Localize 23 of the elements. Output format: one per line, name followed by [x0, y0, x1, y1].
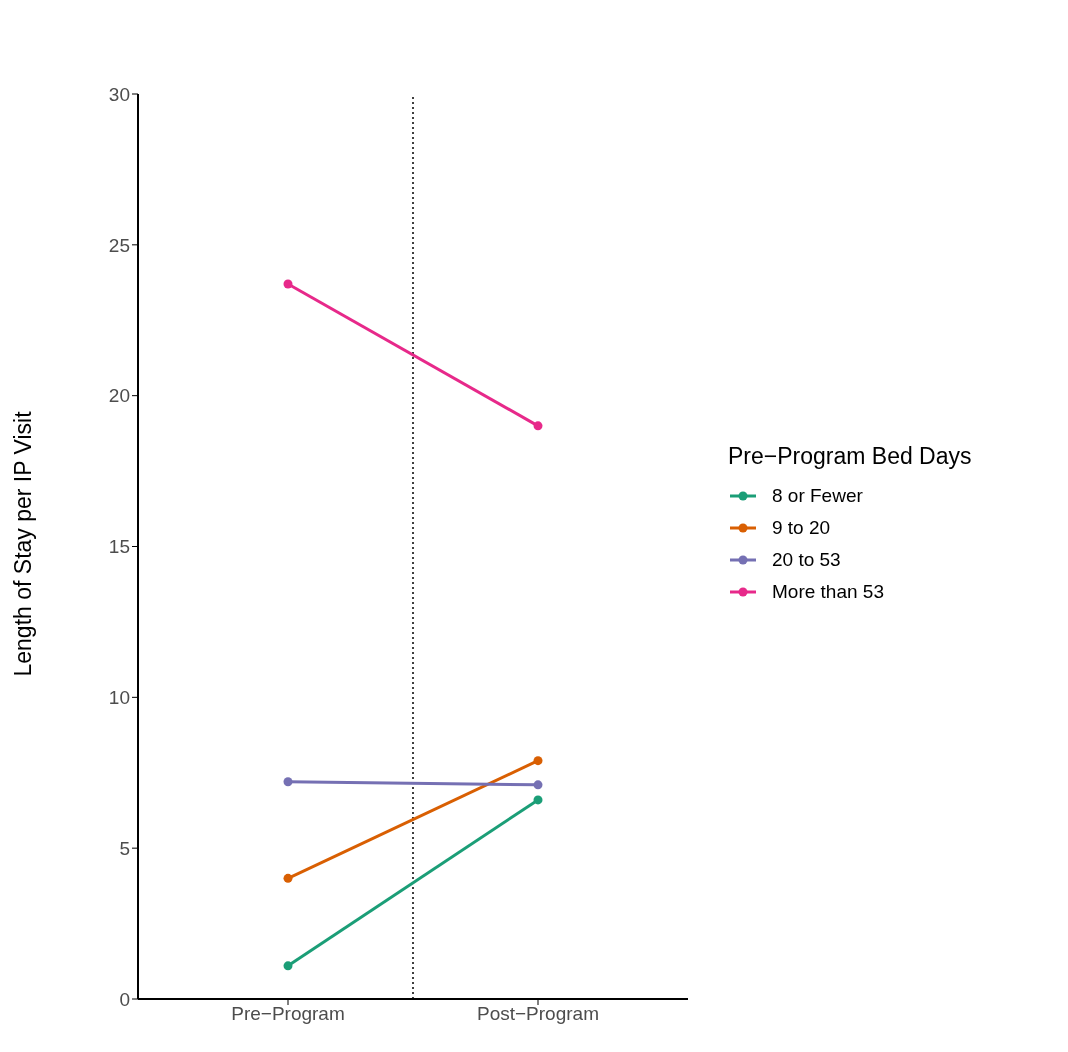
- y-tick-label: 5: [119, 837, 130, 859]
- point: [533, 421, 543, 431]
- y-tick-label: 25: [108, 234, 130, 256]
- y-tick-label: 15: [108, 536, 130, 558]
- point: [283, 279, 293, 289]
- point: [533, 780, 543, 790]
- point: [283, 873, 293, 883]
- x-tick-label: Post−Program: [477, 1003, 599, 1025]
- y-tick-label: 10: [108, 687, 130, 709]
- y-tick-label: 30: [108, 83, 130, 105]
- y-tick-label: 20: [108, 385, 130, 407]
- point: [283, 961, 293, 971]
- legend-label: More than 53: [772, 581, 884, 603]
- legend-title: Pre−Program Bed Days: [728, 443, 973, 470]
- y-axis-title: Length of Stay per IP Visit: [10, 410, 37, 677]
- point: [533, 795, 543, 805]
- legend-label: 8 or Fewer: [772, 485, 863, 507]
- y-tick-label: 0: [119, 988, 130, 1010]
- point: [533, 756, 543, 766]
- legend-label: 9 to 20: [772, 517, 831, 539]
- point: [283, 777, 293, 787]
- legend-label: 20 to 53: [772, 549, 841, 571]
- x-tick-label: Pre−Program: [231, 1003, 345, 1025]
